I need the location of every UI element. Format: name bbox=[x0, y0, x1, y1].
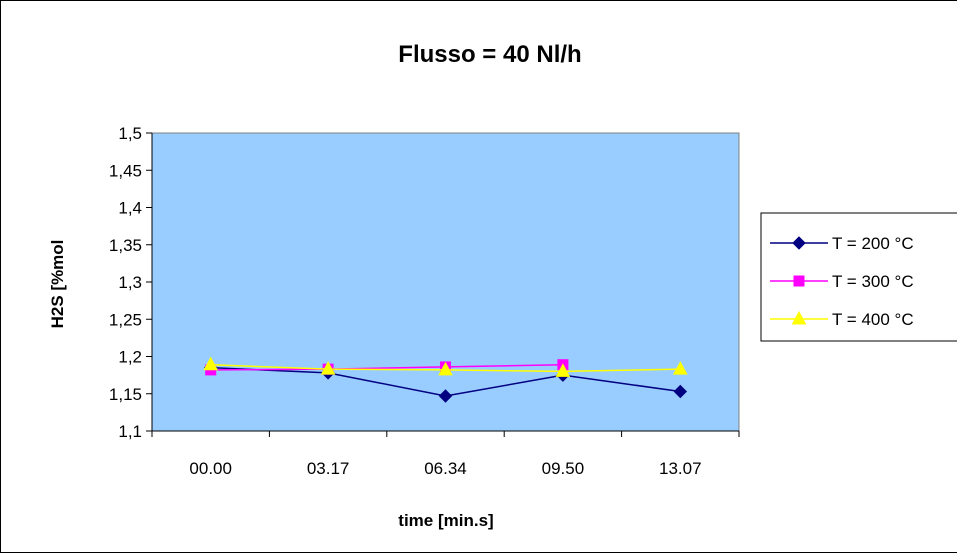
x-tick-label: 03.17 bbox=[307, 459, 350, 478]
data-point bbox=[438, 389, 453, 403]
legend-label: T = 300 °C bbox=[832, 272, 914, 291]
legend-item-1: T = 200 °C bbox=[770, 234, 914, 253]
x-tick-label: 06.34 bbox=[424, 459, 467, 478]
data-point bbox=[438, 361, 453, 376]
x-axis-title: time [min.s] bbox=[398, 511, 493, 530]
plot-area bbox=[151, 132, 740, 432]
series-line bbox=[210, 363, 563, 371]
series-3 bbox=[203, 356, 688, 377]
y-tick-label: 1,3 bbox=[118, 273, 142, 292]
chart-title: Flusso = 40 Nl/h bbox=[398, 41, 581, 68]
data-point bbox=[672, 361, 688, 375]
x-tick-label: 09.50 bbox=[542, 459, 585, 478]
y-tick-label: 1,45 bbox=[109, 161, 142, 180]
y-axis-title: H2S [%mol bbox=[48, 240, 67, 329]
y-tick-label: 1,5 bbox=[118, 124, 142, 143]
legend: T = 200 °C T = 300 °C T = 400 °C bbox=[760, 212, 957, 342]
series-layer bbox=[203, 356, 688, 403]
legend-item-3: T = 400 °C bbox=[770, 310, 914, 329]
y-tick-label: 1,4 bbox=[118, 199, 142, 218]
y-tick-label: 1,25 bbox=[109, 310, 142, 329]
legend-items: T = 200 °C T = 300 °C T = 400 °C bbox=[770, 234, 914, 329]
legend-marker bbox=[793, 275, 805, 287]
legend-item-2: T = 300 °C bbox=[770, 272, 914, 291]
x-axis: 00.00 03.17 06.34 09.50 13.07 bbox=[151, 430, 740, 478]
y-tick-label: 1,15 bbox=[109, 385, 142, 404]
x-tick-label: 13.07 bbox=[659, 459, 702, 478]
data-point bbox=[555, 363, 571, 377]
y-axis: 1,1 1,15 1,2 1,25 1,3 1,35 1,4 1,45 1,5 bbox=[109, 124, 153, 441]
x-tick-label: 00.00 bbox=[189, 459, 232, 478]
data-point bbox=[203, 356, 219, 371]
legend-label: T = 200 °C bbox=[832, 234, 914, 253]
data-point bbox=[673, 384, 688, 399]
y-tick-label: 1,2 bbox=[118, 348, 142, 367]
data-point bbox=[320, 361, 336, 375]
y-tick-label: 1,1 bbox=[118, 422, 142, 441]
legend-marker bbox=[791, 310, 807, 325]
legend-label: T = 400 °C bbox=[832, 310, 914, 329]
legend-marker bbox=[792, 236, 806, 250]
y-tick-label: 1,35 bbox=[109, 236, 142, 255]
